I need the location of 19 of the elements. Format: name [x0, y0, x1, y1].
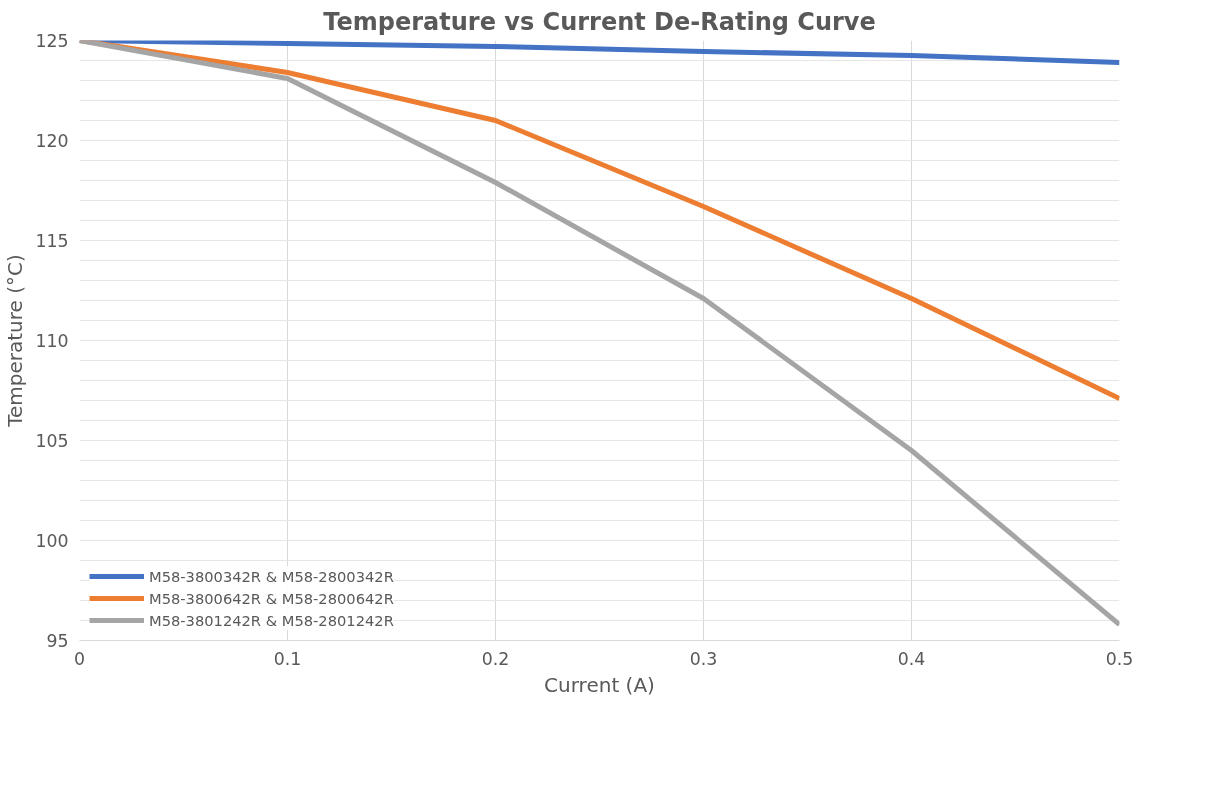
x-tick-label: 0.3	[689, 648, 718, 669]
x-tick-label: 0.5	[1105, 648, 1134, 669]
x-tick-label: 0.1	[273, 648, 302, 669]
chart-title: Temperature vs Current De-Rating Curve	[323, 7, 876, 36]
legend-label: M58-3800342R & M58-2800342R	[149, 567, 394, 585]
x-axis-title: Current (A)	[544, 672, 655, 697]
y-axis-title: Temperature (°C)	[3, 254, 28, 428]
y-tick-label: 125	[35, 31, 69, 51]
y-tick-label: 95	[46, 631, 69, 651]
y-tick-label: 110	[35, 331, 69, 351]
x-tick-label: 0.2	[481, 648, 510, 669]
legend-label: M58-3800642R & M58-2800642R	[149, 589, 394, 607]
y-tick-label: 115	[35, 231, 69, 251]
legend-label: M58-3801242R & M58-2801242R	[149, 611, 394, 629]
y-tick-label: 100	[35, 531, 69, 551]
y-tick-label: 120	[35, 131, 69, 151]
x-tick-label: 0	[73, 648, 86, 669]
x-tick-label: 0.4	[897, 648, 926, 669]
y-tick-label: 105	[35, 431, 69, 451]
